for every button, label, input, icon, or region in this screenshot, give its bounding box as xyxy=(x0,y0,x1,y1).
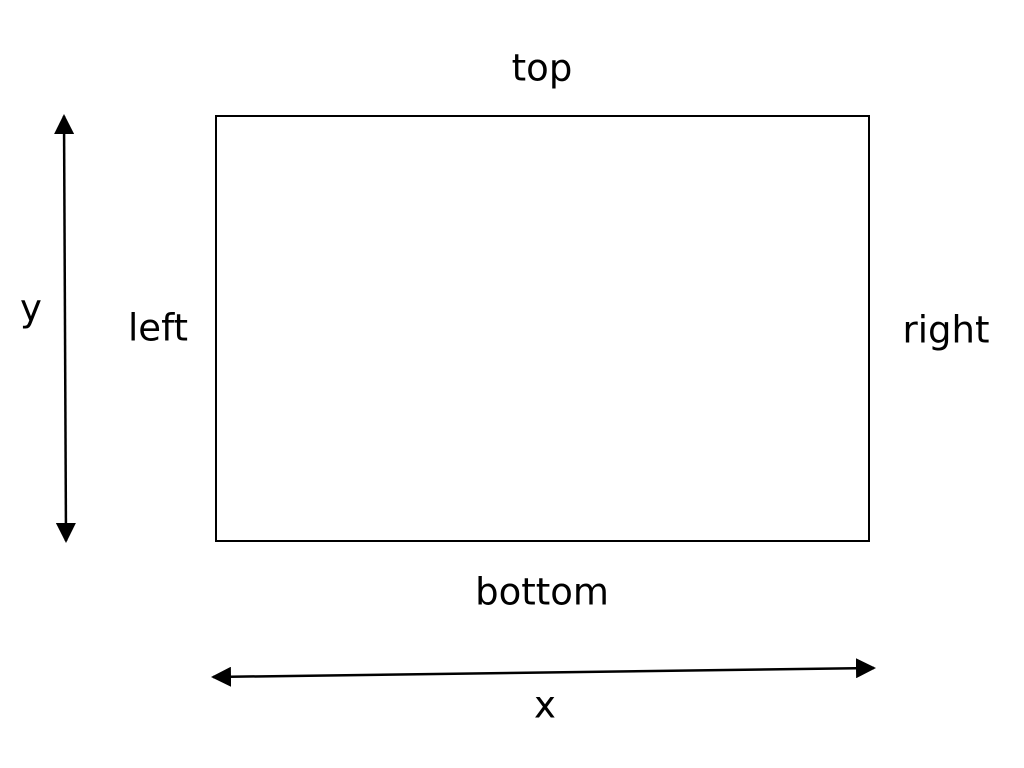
y-axis-label: y xyxy=(20,286,42,330)
box-rectangle xyxy=(215,115,870,542)
x-axis-label: x xyxy=(534,683,556,727)
left-label: left xyxy=(128,306,188,350)
bottom-label: bottom xyxy=(475,570,609,614)
top-label: top xyxy=(511,46,573,90)
x-axis-arrow xyxy=(211,658,876,687)
right-label: right xyxy=(902,308,990,352)
y-axis-arrow xyxy=(54,114,76,543)
